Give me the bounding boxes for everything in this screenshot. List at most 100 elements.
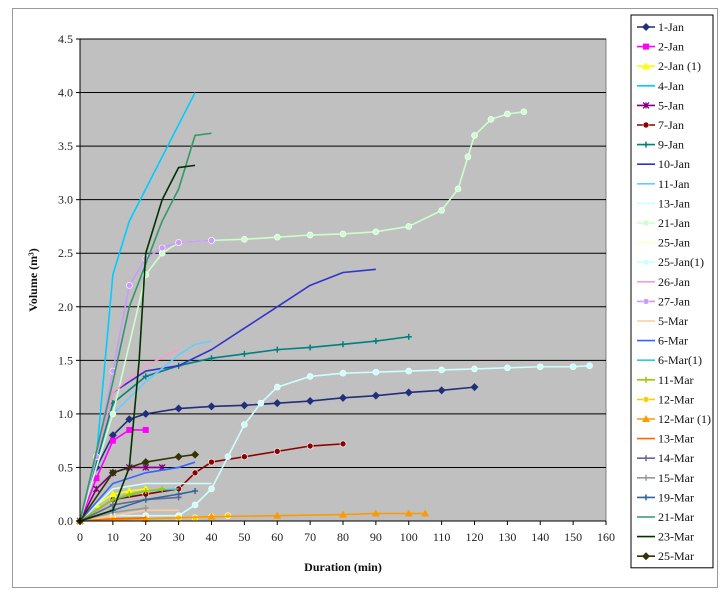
data-point [536,363,544,371]
data-point [307,344,314,351]
series-line [79,164,196,522]
data-point [93,475,100,482]
legend-item: 21-Mar [637,510,694,524]
series-layer [76,92,593,525]
legend: 1-Jan 2-Jan 2-Jan (1) 4-Jan 5-Jan 7-Jan 9-Jan 1… [630,14,714,569]
data-point [273,233,281,241]
x-tick-label: 80 [337,530,349,544]
data-point [438,207,445,214]
data-point [586,362,593,369]
series-line [79,461,196,522]
legend-item: 13-Jan [637,196,690,210]
series-28 [76,450,200,525]
series-10 [79,482,212,522]
legend-swatch-marker [642,258,650,266]
legend-item: 25-Mar [637,549,694,563]
axes [76,38,607,525]
data-point [273,448,281,455]
legend-label: 13-Jan [658,196,690,210]
x-tick-label: 60 [271,530,283,544]
legend-label: 2-Jan (1) [658,59,701,73]
legend-swatch-marker [643,376,649,383]
x-tick-label: 140 [531,530,549,544]
legend-item: 5-Jan [637,98,684,112]
legend-item: 9-Jan [637,138,684,152]
legend-item: 12-Mar [637,392,694,406]
data-point [454,185,462,193]
legend-item: 1-Jan [637,20,684,34]
legend-swatch-marker [643,474,649,481]
x-tick-label: 130 [498,530,516,544]
x-tick-label: 20 [140,530,152,544]
data-point [208,237,215,244]
data-point [372,338,379,345]
data-point [569,363,577,371]
data-point [273,399,282,408]
legend-label: 12-Mar (1) [658,412,711,426]
data-point [339,440,347,448]
legend-swatch-marker [643,43,649,50]
legend-item: 2-Jan (1) [637,59,701,73]
y-tick-label: 3.0 [58,193,73,207]
data-point [241,421,248,428]
legend-label: 5-Mar [658,314,688,328]
legend-swatch-marker [643,494,649,501]
series-line [79,516,146,522]
data-point [520,108,528,116]
gridlines [80,38,606,522]
legend-label: 10-Jan [658,157,690,171]
legend-swatch-marker [643,455,649,462]
legend-item: 12-Mar (1) [637,412,711,426]
data-point [126,426,133,433]
data-point [438,366,445,374]
x-tick-labels: 0 10 20 30 40 50 60 70 80 90 100 110 120 130 140 150 160 [77,530,615,544]
data-point [421,509,430,517]
legend-label: 14-Mar [658,451,694,465]
data-point [109,496,116,503]
data-point [339,369,347,377]
x-tick-label: 30 [173,530,185,544]
data-point [405,333,412,340]
y-tick-label: 1.0 [58,407,73,421]
series-27 [79,164,196,522]
legend-label: 11-Jan [658,177,690,191]
data-point [504,364,511,372]
legend-label: 23-Mar [658,530,694,544]
data-point [273,511,282,519]
data-point [487,116,495,123]
data-point [339,510,347,518]
legend-label: 25-Jan(1) [658,255,704,269]
y-axis-title: Volume (m³) [26,248,40,311]
data-point [224,453,232,461]
legend-item: 13-Mar [637,432,694,446]
data-point [371,509,380,517]
data-point [274,346,281,353]
legend-item: 7-Jan [637,118,684,132]
legend-swatch-marker [642,62,650,70]
data-point [142,373,149,380]
legend-item: 6-Mar [637,334,688,348]
y-tick-label: 4.0 [58,86,73,100]
x-tick-label: 160 [597,530,615,544]
data-point [306,231,314,239]
data-point [141,458,150,467]
legend-label: 15-Mar [658,471,694,485]
series-8 [79,268,376,522]
data-point [109,437,116,444]
data-point [159,485,166,492]
legend-item: 10-Jan [637,157,690,171]
legend-item: 5-Mar [637,314,688,328]
legend-item: 21-Jan [637,216,690,230]
data-point [207,512,216,520]
legend-swatch-marker [642,396,650,403]
x-tick-label: 50 [238,530,250,544]
legend-swatch-marker [642,121,650,129]
data-point [158,244,166,252]
legend-item: 14-Mar [637,451,694,465]
data-point [191,469,199,477]
legend-label: 6-Mar(1) [658,353,702,367]
x-tick-label: 70 [304,530,316,544]
data-point [108,490,117,498]
data-point [306,397,315,406]
data-point [437,386,446,395]
